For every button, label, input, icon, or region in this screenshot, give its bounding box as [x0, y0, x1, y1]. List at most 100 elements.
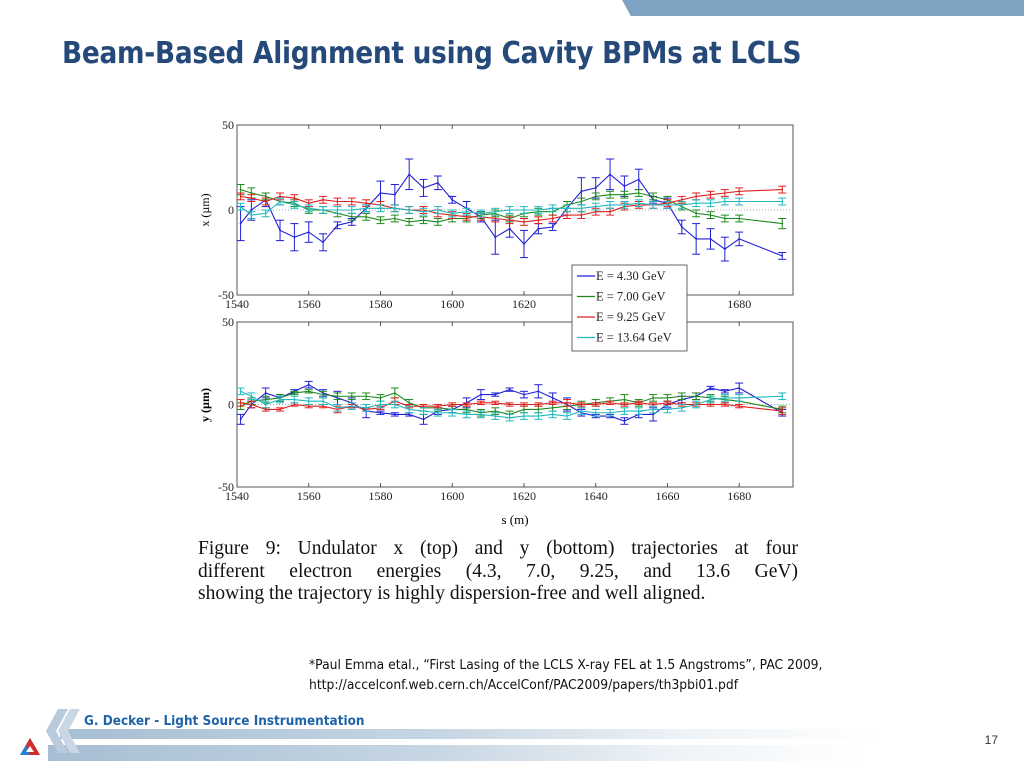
data-point — [279, 229, 281, 232]
data-point — [637, 192, 640, 194]
data-point — [523, 243, 525, 245]
data-point — [738, 200, 741, 203]
data-point — [422, 410, 425, 412]
data-point — [666, 401, 669, 404]
slide-footer: G. Decker - Light Source Instrumentation… — [0, 705, 1024, 768]
data-point — [609, 210, 611, 213]
data-point — [709, 403, 712, 406]
data-point — [666, 408, 669, 411]
data-point — [365, 202, 368, 205]
data-point — [523, 403, 525, 406]
slide-title: Beam-Based Alignment using Cavity BPMs a… — [62, 36, 802, 71]
data-point — [336, 200, 339, 203]
data-point — [239, 205, 242, 208]
data-point — [480, 413, 482, 416]
data-point — [436, 405, 439, 408]
data-point — [350, 405, 353, 408]
data-point — [723, 390, 726, 393]
data-point — [408, 221, 411, 223]
data-point — [508, 209, 511, 211]
data-point — [709, 398, 712, 401]
data-point — [322, 198, 324, 201]
data-point — [494, 217, 497, 220]
y-xtick-label: 1680 — [727, 489, 751, 503]
data-point — [393, 413, 396, 416]
data-point — [451, 212, 454, 215]
data-point — [336, 224, 339, 227]
data-point — [781, 395, 784, 398]
data-point — [307, 405, 310, 408]
data-point — [781, 255, 784, 257]
data-point — [523, 393, 525, 396]
data-point — [465, 210, 468, 213]
x-xtick-label: 1620 — [512, 297, 536, 311]
data-point — [551, 401, 554, 404]
legend-label: E = 9.25 GeV — [596, 310, 666, 324]
data-point — [480, 401, 482, 404]
data-point — [293, 197, 296, 199]
data-point — [709, 202, 712, 205]
data-point — [723, 217, 726, 220]
data-point — [336, 406, 339, 409]
figure-caption: Figure 9: Undulator x (top) and y (botto… — [198, 538, 798, 606]
data-point — [436, 221, 439, 223]
data-point — [322, 209, 324, 211]
data-point — [551, 226, 554, 228]
data-point — [465, 215, 468, 218]
data-point — [623, 193, 626, 196]
data-point — [239, 401, 242, 404]
data-point — [408, 209, 411, 211]
data-point — [307, 383, 310, 386]
data-point — [239, 418, 242, 421]
data-point — [279, 408, 281, 411]
data-point — [666, 397, 669, 399]
data-point — [322, 393, 324, 396]
data-point — [695, 238, 698, 240]
data-point — [393, 217, 396, 220]
data-point — [566, 207, 568, 210]
data-point — [307, 231, 310, 233]
data-point — [264, 392, 267, 394]
header-accent-bar — [622, 0, 1024, 16]
data-point — [609, 173, 611, 176]
data-point — [436, 411, 439, 414]
data-point — [695, 195, 698, 198]
data-point — [695, 212, 698, 215]
data-point — [580, 190, 583, 193]
data-point — [637, 178, 640, 181]
data-point — [723, 192, 726, 194]
data-point — [594, 195, 597, 198]
data-point — [666, 204, 669, 206]
footer-chevron-decoration — [46, 709, 80, 753]
data-point — [723, 248, 726, 251]
data-point — [580, 200, 583, 203]
data-point — [594, 403, 597, 406]
caption-line-3: showing the trajectory is highly dispers… — [198, 583, 706, 604]
data-point — [508, 416, 511, 419]
data-point — [264, 195, 267, 198]
x-xtick-label: 1560 — [297, 297, 321, 311]
data-point — [637, 202, 640, 205]
data-point — [652, 408, 655, 411]
data-point — [680, 198, 683, 201]
data-point — [623, 410, 626, 412]
data-point — [781, 410, 784, 412]
data-point — [293, 236, 296, 239]
data-point — [508, 403, 511, 406]
data-point — [738, 238, 741, 240]
legend-item: E = 4.30 GeV — [577, 269, 666, 283]
x-axis-ylabel: x (µm) — [198, 193, 212, 226]
data-point — [451, 198, 454, 201]
data-point — [723, 200, 726, 203]
data-point — [680, 395, 683, 398]
data-point — [436, 181, 439, 184]
reference-url[interactable]: http://accelconf.web.cern.ch/AccelConf/P… — [309, 678, 739, 693]
data-point — [508, 227, 511, 230]
data-point — [379, 219, 382, 222]
data-point — [680, 406, 683, 409]
data-point — [250, 197, 253, 199]
data-point — [494, 393, 497, 396]
x-xtick-label: 1680 — [727, 297, 751, 311]
data-point — [523, 408, 525, 411]
legend-item: E = 9.25 GeV — [577, 310, 666, 324]
